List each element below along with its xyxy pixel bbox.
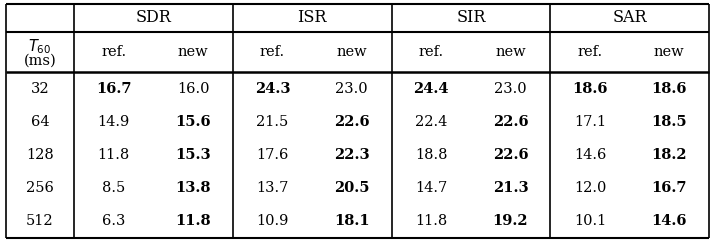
Text: 16.0: 16.0 [177, 82, 209, 96]
Text: 17.1: 17.1 [574, 115, 606, 129]
Text: 14.9: 14.9 [97, 115, 130, 129]
Text: (ms): (ms) [24, 54, 56, 68]
Text: 22.4: 22.4 [415, 115, 448, 129]
Text: 64: 64 [31, 115, 49, 129]
Text: 256: 256 [26, 181, 54, 195]
Text: 21.3: 21.3 [493, 181, 528, 195]
Text: 10.1: 10.1 [574, 214, 606, 228]
Text: 10.9: 10.9 [256, 214, 289, 228]
Text: 16.7: 16.7 [651, 181, 687, 195]
Text: 17.6: 17.6 [256, 148, 289, 162]
Text: 23.0: 23.0 [335, 82, 368, 96]
Text: 18.6: 18.6 [651, 82, 687, 96]
Text: new: new [337, 45, 367, 59]
Text: 11.8: 11.8 [97, 148, 130, 162]
Text: 15.3: 15.3 [175, 148, 211, 162]
Text: new: new [178, 45, 208, 59]
Text: 13.7: 13.7 [256, 181, 289, 195]
Text: 12.0: 12.0 [573, 181, 606, 195]
Text: 8.5: 8.5 [102, 181, 125, 195]
Text: 14.7: 14.7 [415, 181, 448, 195]
Text: 13.8: 13.8 [175, 181, 211, 195]
Text: 128: 128 [26, 148, 54, 162]
Text: SAR: SAR [612, 9, 647, 27]
Text: SDR: SDR [135, 9, 172, 27]
Text: 11.8: 11.8 [175, 214, 211, 228]
Text: 24.3: 24.3 [255, 82, 290, 96]
Text: 24.4: 24.4 [413, 82, 449, 96]
Text: ref.: ref. [260, 45, 285, 59]
Text: ref.: ref. [101, 45, 127, 59]
Text: ref.: ref. [578, 45, 603, 59]
Text: new: new [495, 45, 526, 59]
Text: 22.6: 22.6 [493, 115, 528, 129]
Text: 6.3: 6.3 [102, 214, 125, 228]
Text: 18.2: 18.2 [651, 148, 687, 162]
Text: 22.6: 22.6 [493, 148, 528, 162]
Text: 22.3: 22.3 [334, 148, 370, 162]
Text: 18.8: 18.8 [415, 148, 448, 162]
Text: 21.5: 21.5 [256, 115, 289, 129]
Text: 18.6: 18.6 [572, 82, 608, 96]
Text: 14.6: 14.6 [573, 148, 606, 162]
Text: 22.6: 22.6 [334, 115, 370, 129]
Text: 512: 512 [26, 214, 54, 228]
Text: ref.: ref. [418, 45, 444, 59]
Text: 16.7: 16.7 [96, 82, 132, 96]
Text: 14.6: 14.6 [651, 214, 687, 228]
Text: 11.8: 11.8 [415, 214, 448, 228]
Text: 19.2: 19.2 [493, 214, 528, 228]
Text: 15.6: 15.6 [175, 115, 211, 129]
Text: 23.0: 23.0 [494, 82, 527, 96]
Text: $T_{60}$: $T_{60}$ [29, 38, 51, 56]
Text: ISR: ISR [297, 9, 327, 27]
Text: 20.5: 20.5 [334, 181, 370, 195]
Text: 18.5: 18.5 [651, 115, 687, 129]
Text: SIR: SIR [456, 9, 485, 27]
Text: new: new [654, 45, 685, 59]
Text: 32: 32 [31, 82, 49, 96]
Text: 18.1: 18.1 [334, 214, 370, 228]
